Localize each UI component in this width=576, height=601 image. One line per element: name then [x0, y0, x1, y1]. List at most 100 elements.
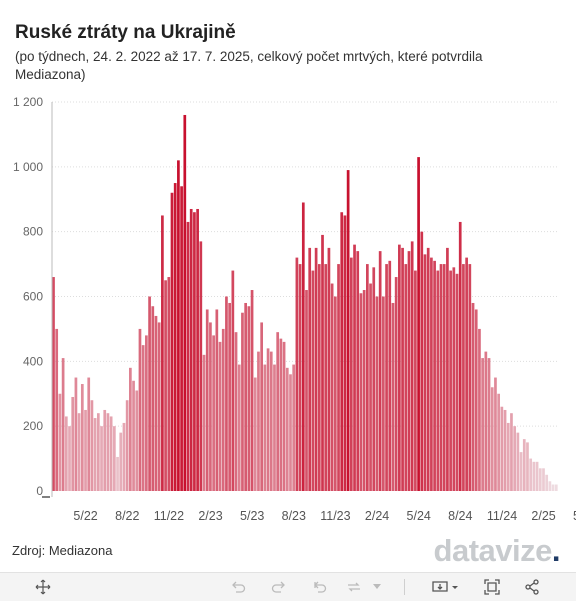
bar[interactable] [462, 264, 465, 491]
bar[interactable] [285, 367, 289, 491]
bar[interactable] [305, 290, 308, 491]
bar[interactable] [84, 409, 87, 491]
bar[interactable] [135, 390, 139, 491]
undo-icon[interactable] [227, 577, 249, 597]
bar[interactable] [257, 351, 260, 491]
bar[interactable] [87, 377, 91, 491]
bar[interactable] [375, 296, 379, 492]
bar[interactable] [324, 264, 328, 491]
bar[interactable] [93, 418, 97, 491]
bar[interactable] [420, 231, 424, 492]
bar[interactable] [221, 328, 225, 491]
bar[interactable] [481, 358, 484, 491]
download-icon[interactable] [430, 577, 460, 597]
bar[interactable] [417, 157, 420, 492]
bar[interactable] [247, 306, 251, 491]
bar[interactable] [494, 377, 497, 491]
bar[interactable] [113, 426, 116, 491]
bar[interactable] [487, 358, 491, 491]
bar[interactable] [212, 335, 215, 491]
redo-icon[interactable] [268, 577, 290, 597]
bar[interactable] [497, 393, 500, 491]
bar[interactable] [173, 183, 177, 491]
bar[interactable] [298, 264, 302, 491]
bar[interactable] [410, 241, 414, 491]
bar[interactable] [263, 364, 267, 491]
bar[interactable] [109, 416, 113, 491]
bar[interactable] [468, 264, 472, 491]
move-icon[interactable] [32, 577, 54, 597]
bar[interactable] [407, 251, 411, 491]
bar[interactable] [362, 290, 366, 491]
bar[interactable] [301, 202, 305, 491]
bar[interactable] [186, 221, 190, 491]
bar[interactable] [154, 315, 158, 491]
bar[interactable] [535, 461, 539, 491]
bar[interactable] [503, 409, 507, 491]
bar[interactable] [330, 283, 334, 491]
bar[interactable] [346, 170, 350, 491]
bar[interactable] [484, 351, 488, 491]
bar[interactable] [333, 296, 337, 492]
bar[interactable] [433, 260, 436, 491]
bar[interactable] [141, 345, 145, 492]
bar[interactable] [513, 426, 517, 491]
bar[interactable] [61, 358, 65, 491]
bar[interactable] [423, 254, 427, 491]
bar[interactable] [452, 267, 456, 491]
bar[interactable] [388, 260, 392, 491]
bar[interactable] [161, 215, 164, 491]
bar[interactable] [542, 468, 545, 491]
bar[interactable] [349, 257, 353, 491]
fullscreen-icon[interactable] [481, 577, 503, 597]
bar[interactable] [343, 215, 347, 491]
bar[interactable] [398, 244, 401, 491]
bar[interactable] [253, 377, 257, 491]
bar[interactable] [414, 270, 417, 491]
bar[interactable] [506, 422, 510, 491]
bar[interactable] [100, 426, 103, 491]
bar[interactable] [103, 409, 107, 491]
bar[interactable] [545, 474, 549, 491]
bar[interactable] [366, 264, 369, 491]
bar[interactable] [218, 341, 222, 491]
bar[interactable] [132, 380, 135, 491]
bar[interactable] [529, 458, 533, 491]
bar[interactable] [96, 413, 100, 491]
bar[interactable] [401, 247, 404, 492]
bar[interactable] [394, 277, 398, 491]
bar[interactable] [308, 247, 312, 492]
bar[interactable] [548, 481, 552, 491]
refresh-icon[interactable] [343, 577, 365, 597]
bar[interactable] [510, 413, 513, 491]
bar[interactable] [532, 461, 536, 491]
bar[interactable] [64, 416, 68, 491]
bar[interactable] [225, 296, 228, 492]
bar[interactable] [237, 364, 241, 491]
revert-icon[interactable] [308, 577, 330, 597]
bar[interactable] [164, 280, 167, 491]
bar[interactable] [183, 114, 187, 491]
bar[interactable] [551, 484, 555, 491]
bar[interactable] [465, 257, 468, 491]
bar[interactable] [446, 247, 449, 492]
bar[interactable] [189, 208, 193, 491]
bar[interactable] [269, 351, 273, 491]
bar[interactable] [321, 234, 324, 491]
bar[interactable] [266, 348, 270, 491]
bar[interactable] [327, 247, 331, 492]
bar[interactable] [276, 332, 280, 491]
bar[interactable] [538, 468, 542, 491]
bar[interactable] [116, 456, 119, 491]
bar[interactable] [449, 270, 452, 491]
bar[interactable] [260, 322, 264, 491]
bar[interactable] [170, 192, 174, 491]
bar[interactable] [205, 309, 209, 491]
bar[interactable] [471, 302, 475, 491]
bar[interactable] [119, 432, 123, 491]
bar[interactable] [554, 484, 558, 491]
share-icon[interactable] [521, 577, 543, 597]
bar[interactable] [439, 264, 443, 491]
bar[interactable] [430, 257, 433, 491]
bar[interactable] [516, 432, 520, 491]
